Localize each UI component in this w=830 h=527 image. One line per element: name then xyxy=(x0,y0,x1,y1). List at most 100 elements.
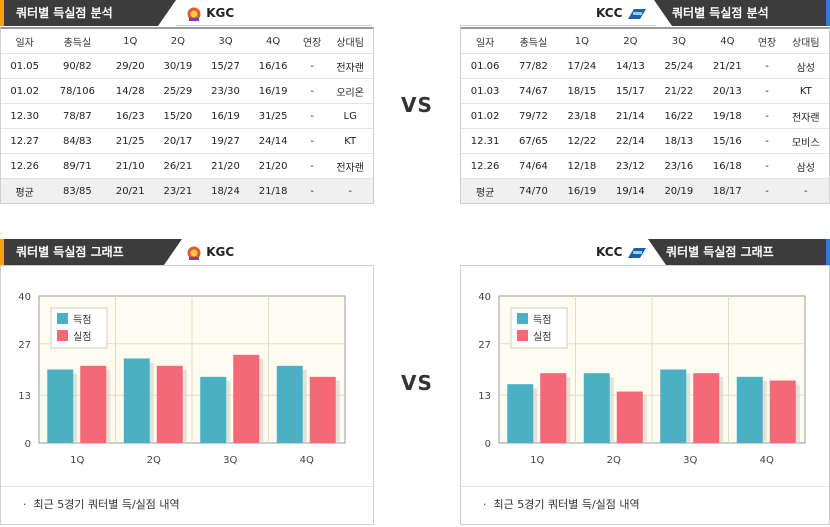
table-cell: 전자랜 xyxy=(327,153,373,179)
table-row: 12.26 89/71 21/10 26/21 21/20 21/20- 전자랜 xyxy=(1,153,373,179)
table-cell: 25/24 xyxy=(654,53,704,79)
table-cell: 84/83 xyxy=(48,128,107,154)
left-graph-header: 쿼터별 득실점 그래프 KGC xyxy=(0,239,372,265)
table-row: 12.26 74/64 12/18 23/12 23/16 16/18- 삼성 xyxy=(461,153,829,179)
right-graph-team-name: KCC xyxy=(596,245,623,259)
table-cell: 12/22 xyxy=(557,128,607,154)
table-cell: 21/20 xyxy=(249,153,297,179)
bar-allowed xyxy=(233,354,260,443)
bar-scored xyxy=(276,365,303,443)
table-cell: 78/106 xyxy=(48,78,107,104)
table-cell: 21/21 xyxy=(703,53,752,79)
table-header-row: 일자 총득실 1Q 2Q 3Q 4Q 연장 상대팀 xyxy=(461,29,829,54)
column-header: 2Q xyxy=(623,35,638,47)
table-cell: 12/18 xyxy=(557,153,607,179)
left-stats-table: 일자 총득실 1Q 2Q 3Q 4Q 연장 상대팀 01.05 90/82 29/20 30/19 1… xyxy=(0,27,374,204)
right-chart-note-text: 최근 5경기 쿼터별 득/실점 내역 xyxy=(493,498,640,511)
average-cell: 평균 xyxy=(1,178,49,203)
left-graph-team: KGC xyxy=(186,239,234,265)
right-table-team: KCC xyxy=(596,0,647,26)
table-cell: 삼성 xyxy=(782,153,829,179)
table-cell: 01.03 xyxy=(461,78,510,104)
right-chart-note: · 최근 5경기 쿼터별 득/실점 내역 xyxy=(483,496,640,512)
header-slant xyxy=(648,239,666,265)
y-tick-label: 40 xyxy=(478,292,491,303)
y-tick-label: 13 xyxy=(18,391,31,402)
column-header: 일자 xyxy=(15,37,34,49)
left-graph-title: 쿼터별 득실점 그래프 xyxy=(0,239,164,265)
y-tick-label: 27 xyxy=(18,340,31,351)
table-cell: 74/64 xyxy=(509,153,558,179)
table-cell: - xyxy=(751,78,783,104)
right-graph-team: KCC xyxy=(596,239,647,265)
table-cell: 24/14 xyxy=(249,128,297,154)
header-rule xyxy=(460,25,656,26)
left-graph-team-name: KGC xyxy=(206,245,235,259)
bar-scored xyxy=(123,358,150,443)
bar-allowed xyxy=(616,391,643,443)
table-cell: 18/15 xyxy=(557,78,607,104)
table-cell: 23/30 xyxy=(201,78,250,104)
right-chart-panel: 0 13 27 40 1Q 2Q 3Q 4Q 득점 실점 · 최근 5경기 쿼터별 득/실점 내역 xyxy=(460,265,830,525)
kgc-logo-icon xyxy=(187,7,201,21)
table-cell: 79/72 xyxy=(509,103,558,129)
vs-label: VS xyxy=(401,93,433,117)
column-header: 3Q xyxy=(218,35,233,47)
table-cell: 01.02 xyxy=(461,103,510,129)
table-cell: 15/16 xyxy=(703,128,752,154)
table-cell: 16/19 xyxy=(249,78,297,104)
header-slant xyxy=(164,239,182,265)
column-header: 총득실 xyxy=(63,37,92,49)
average-cell: 23/21 xyxy=(154,178,202,203)
table-cell: - xyxy=(751,153,783,179)
y-tick-label: 27 xyxy=(478,340,491,351)
x-tick-label: 4Q xyxy=(760,455,774,466)
bar-allowed xyxy=(769,380,796,443)
right-stats-table: 일자 총득실 1Q 2Q 3Q 4Q 연장 상대팀 01.06 77/82 17/24 14/13 2… xyxy=(460,27,830,204)
column-header: 2Q xyxy=(170,35,185,47)
table-cell: 23/18 xyxy=(557,103,607,129)
average-cell: 20/19 xyxy=(654,178,704,203)
column-header: 연장 xyxy=(302,37,322,49)
table-cell: 31/25 xyxy=(249,103,297,129)
table-cell: 18/13 xyxy=(654,128,704,154)
bar-allowed xyxy=(80,365,107,443)
table-cell: 21/10 xyxy=(106,153,155,179)
table-cell: 21/14 xyxy=(606,103,655,129)
x-tick-label: 3Q xyxy=(683,455,697,466)
table-cell: 19/18 xyxy=(703,103,752,129)
table-row: 01.03 74/67 18/15 15/17 21/22 20/13- KT xyxy=(461,78,829,104)
average-cell: - xyxy=(782,178,829,203)
table-cell: 16/19 xyxy=(201,103,250,129)
table-cell: 01.06 xyxy=(461,53,510,79)
table-cell: 29/20 xyxy=(106,53,155,79)
column-header: 4Q xyxy=(720,35,735,47)
right-table-team-name: KCC xyxy=(596,6,623,20)
table-cell: 01.02 xyxy=(1,78,49,104)
legend-label: 실점 xyxy=(73,331,91,343)
table-cell: - xyxy=(751,103,783,129)
bar-allowed xyxy=(540,373,567,443)
table-cell: 12.27 xyxy=(1,128,49,154)
table-cell: KT xyxy=(327,128,373,154)
x-tick-label: 1Q xyxy=(70,455,84,466)
table-cell: 89/71 xyxy=(48,153,107,179)
table-cell: - xyxy=(751,53,783,79)
average-cell: 21/18 xyxy=(249,178,297,203)
table-cell: 22/14 xyxy=(606,128,655,154)
average-cell: - xyxy=(327,178,373,203)
table-cell: 삼성 xyxy=(782,53,829,79)
table-cell: 16/22 xyxy=(654,103,704,129)
table-cell: 12.26 xyxy=(461,153,510,179)
table-header-row: 일자 총득실 1Q 2Q 3Q 4Q 연장 상대팀 xyxy=(1,29,373,54)
table-cell: 12.31 xyxy=(461,128,510,154)
average-cell: - xyxy=(751,178,783,203)
x-tick-label: 3Q xyxy=(223,455,237,466)
column-header: 3Q xyxy=(671,35,686,47)
table-cell: 16/18 xyxy=(703,153,752,179)
table-cell: KT xyxy=(782,78,829,104)
y-tick-label: 0 xyxy=(25,439,31,450)
table-cell: 20/13 xyxy=(703,78,752,104)
